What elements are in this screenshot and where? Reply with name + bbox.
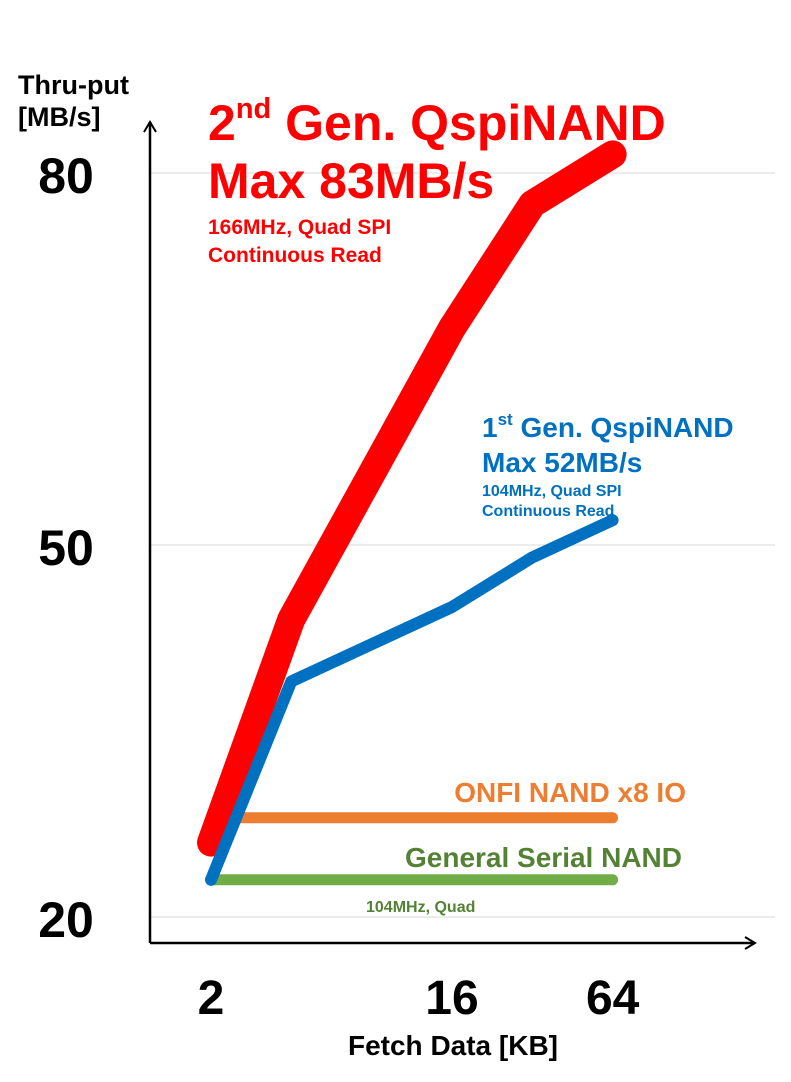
- label-2nd-gen-max: Max 83MB/s: [208, 153, 494, 209]
- label-1st-gen-rest: Gen. QspiNAND: [513, 412, 734, 443]
- label-1st-gen-sup: st: [498, 410, 513, 429]
- annotation-2nd-gen: 2nd Gen. QspiNAND Max 83MB/s 166MHz, Qua…: [208, 93, 666, 267]
- label-2nd-gen-note1: 166MHz, Quad SPI: [208, 216, 391, 239]
- label-2nd-gen-prefix: 2: [208, 95, 236, 151]
- label-1st-gen-note1: 104MHz, Quad SPI: [482, 483, 622, 500]
- x-tick-label-64: 64: [586, 972, 640, 1025]
- label-general-serial-nand: General Serial NAND: [405, 842, 682, 873]
- y-tick-label-80: 80: [38, 148, 94, 204]
- label-2nd-gen-note2: Continuous Read: [208, 244, 382, 267]
- y-axis-label-line2: [MB/s]: [18, 102, 101, 132]
- x-tick-label-16: 16: [425, 972, 478, 1025]
- x-axis-label: Fetch Data [KB]: [348, 1030, 558, 1061]
- label-2nd-gen-title: 2nd Gen. QspiNAND: [208, 93, 666, 151]
- label-1st-gen-title: 1st Gen. QspiNAND: [482, 410, 734, 443]
- line-2nd-gen-qspinand: [197, 140, 627, 857]
- label-1st-gen-prefix: 1: [482, 412, 498, 443]
- y-tick-label-20: 20: [38, 892, 94, 948]
- gridlines: [150, 172, 775, 918]
- y-tick-label-50: 50: [38, 520, 94, 576]
- label-2nd-gen-sup: nd: [236, 93, 271, 125]
- line-1st-gen-qspinand: [205, 514, 619, 886]
- annotation-1st-gen: 1st Gen. QspiNAND Max 52MB/s 104MHz, Qua…: [482, 410, 734, 520]
- x-tick-label-2: 2: [198, 972, 225, 1025]
- x-tick-labels: 2 16 64: [198, 972, 640, 1025]
- series-lines: [197, 140, 627, 886]
- label-general-serial-nand-note: 104MHz, Quad: [366, 899, 475, 916]
- y-tick-labels: 20 50 80: [38, 148, 94, 948]
- label-onfi-nand: ONFI NAND x8 IO: [454, 777, 686, 808]
- label-1st-gen-max: Max 52MB/s: [482, 447, 642, 478]
- label-2nd-gen-rest: Gen. QspiNAND: [271, 95, 665, 151]
- y-axis-label-line1: Thru-put: [18, 70, 129, 100]
- label-1st-gen-note2: Continuous Read: [482, 503, 614, 520]
